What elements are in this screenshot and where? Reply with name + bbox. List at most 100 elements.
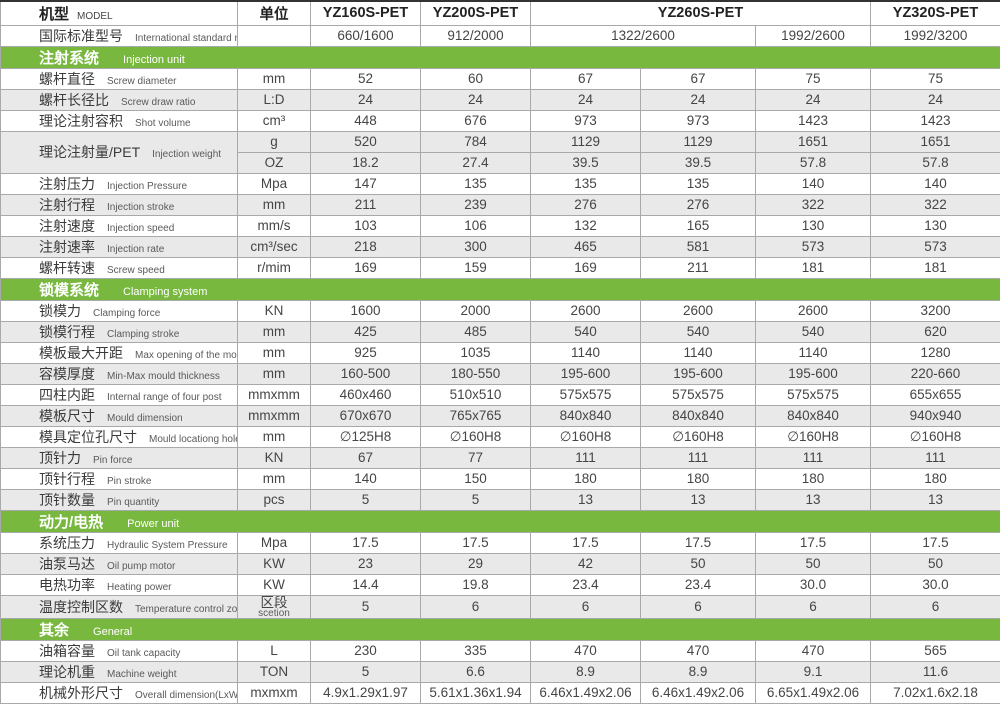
spec-row-label-en: Mould locationg hole diameter: [149, 434, 238, 445]
value-cell: 655x655: [871, 384, 1000, 405]
value-cell: 11.6: [871, 661, 1000, 682]
spec-row-label-en: Screw diameter: [107, 76, 176, 87]
spec-row-label-en: Pin force: [93, 455, 132, 466]
section-title-en: Power unit: [127, 518, 179, 530]
unit-cell: pcs: [238, 489, 311, 510]
standard-model-value: 912/2000: [421, 25, 531, 46]
value-cell: 42: [531, 553, 641, 574]
value-cell: 335: [421, 640, 531, 661]
unit-header-cell: 单位: [238, 1, 311, 25]
value-cell: 39.5: [531, 152, 641, 173]
value-cell: 1651: [871, 131, 1000, 152]
spec-row-label-cn: 锁模力: [39, 303, 81, 319]
value-cell: 8.9: [641, 661, 756, 682]
unit-cell: mm: [238, 321, 311, 342]
spec-row-label-en: Heating power: [107, 582, 171, 593]
value-cell: 540: [641, 321, 756, 342]
unit-cell: Mpa: [238, 173, 311, 194]
unit-cell: mm: [238, 468, 311, 489]
model-column-yz160s: YZ160S-PET: [311, 1, 421, 25]
value-cell: 840x840: [756, 405, 871, 426]
spec-row-label-cn: 温度控制区数: [39, 599, 123, 615]
model-column-yz260s: YZ260S-PET: [531, 1, 871, 25]
spec-row-label-cn: 注射行程: [39, 197, 95, 213]
value-cell: 573: [871, 236, 1000, 257]
value-cell: 300: [421, 236, 531, 257]
spec-row-label-en: Hydraulic System Pressure: [107, 540, 228, 551]
value-cell: 18.2: [311, 152, 421, 173]
unit-cell: mm: [238, 426, 311, 447]
spec-row-label-cn: 顶针行程: [39, 471, 95, 487]
value-cell: 52: [311, 68, 421, 89]
value-cell: 565: [871, 640, 1000, 661]
spec-row-label-cn: 系统压力: [39, 535, 95, 551]
value-cell: 620: [871, 321, 1000, 342]
value-cell: 6: [871, 595, 1000, 618]
value-cell: 670x670: [311, 405, 421, 426]
spec-row-label-en: Screw draw ratio: [121, 97, 195, 108]
unit-cell: mm: [238, 342, 311, 363]
value-cell: 840x840: [641, 405, 756, 426]
value-cell: 1423: [871, 110, 1000, 131]
spec-row-label-cn: 注射压力: [39, 176, 95, 192]
value-cell: 540: [531, 321, 641, 342]
value-cell: ∅160H8: [531, 426, 641, 447]
value-cell: 448: [311, 110, 421, 131]
value-cell: 5: [311, 489, 421, 510]
value-cell: 581: [641, 236, 756, 257]
value-cell: 1280: [871, 342, 1000, 363]
value-cell: 67: [641, 68, 756, 89]
unit-cell: TON: [238, 661, 311, 682]
spec-row-label-cn: 理论注射容积: [39, 113, 123, 129]
standard-model-value: 660/1600: [311, 25, 421, 46]
value-cell: 220-660: [871, 363, 1000, 384]
value-cell: 24: [311, 89, 421, 110]
unit-cell: mmxmm: [238, 384, 311, 405]
value-cell: 130: [871, 215, 1000, 236]
value-cell: 135: [421, 173, 531, 194]
spec-row-label-cn: 螺杆转速: [39, 260, 95, 276]
value-cell: 130: [756, 215, 871, 236]
value-cell: 460x460: [311, 384, 421, 405]
unit-cell: mm: [238, 194, 311, 215]
value-cell: 211: [311, 194, 421, 215]
value-cell: 6: [421, 595, 531, 618]
spec-row-label-cn: 螺杆长径比: [39, 92, 109, 108]
standard-model-value: 1992/3200: [871, 25, 1000, 46]
spec-row-label-en: Clamping force: [93, 308, 160, 319]
value-cell: 159: [421, 257, 531, 278]
value-cell: 111: [756, 447, 871, 468]
value-cell: 17.5: [311, 532, 421, 553]
model-label-en: MODEL: [77, 11, 113, 22]
value-cell: 135: [641, 173, 756, 194]
value-cell: 169: [531, 257, 641, 278]
value-cell: 470: [641, 640, 756, 661]
spec-row-label-cell: 螺杆长径比 Screw draw ratio: [1, 89, 238, 110]
spec-row-label-cn: 注射速率: [39, 239, 95, 255]
value-cell: 50: [756, 553, 871, 574]
value-cell: 322: [756, 194, 871, 215]
value-cell: 575x575: [756, 384, 871, 405]
value-cell: 57.8: [871, 152, 1000, 173]
unit-cell: L:D: [238, 89, 311, 110]
spec-row-label-en: Injection stroke: [107, 202, 174, 213]
value-cell: 13: [641, 489, 756, 510]
spec-row-label-cn: 容模厚度: [39, 366, 95, 382]
